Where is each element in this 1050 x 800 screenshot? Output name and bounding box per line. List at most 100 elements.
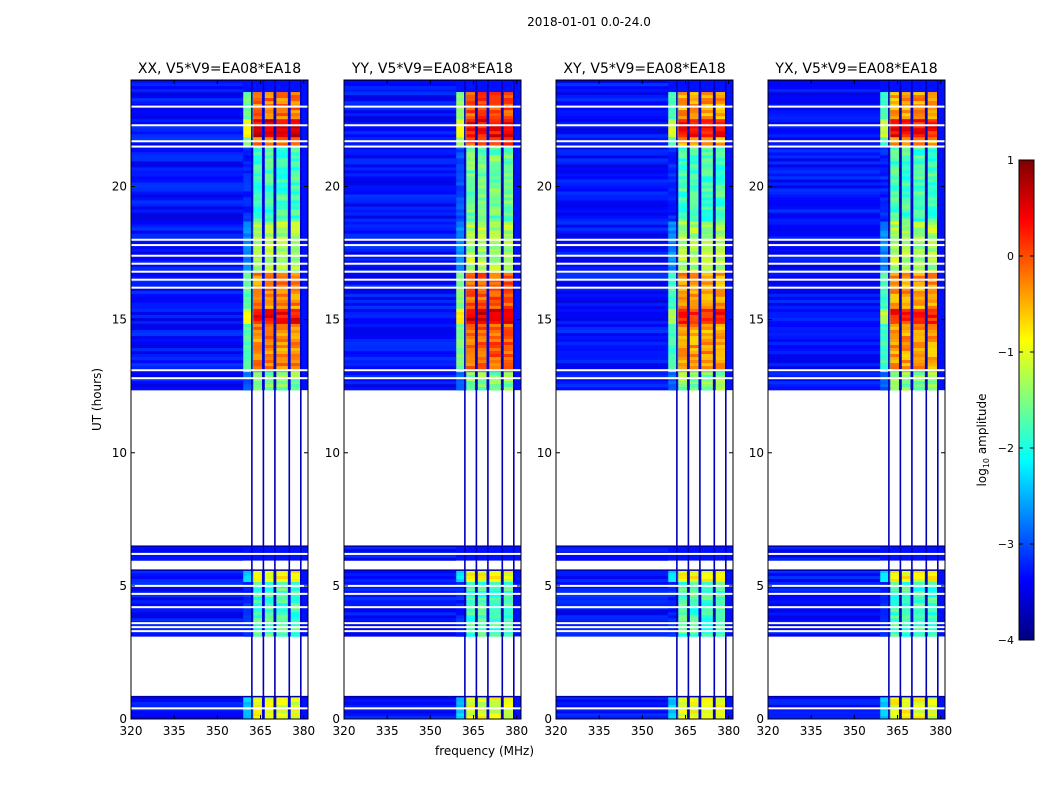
- channel-cell: [913, 134, 925, 138]
- channel-cell: [715, 603, 726, 607]
- heatmap-image: [344, 80, 521, 719]
- channel-cell: [701, 582, 713, 586]
- channel-cell: [701, 245, 713, 249]
- channel-cell: [466, 372, 475, 376]
- noise-row: [768, 227, 881, 231]
- channel-cell: [715, 266, 726, 271]
- channel-cell: [276, 185, 288, 189]
- channel-cell: [927, 257, 938, 261]
- noise-row: [768, 164, 881, 168]
- channel-cell: [689, 338, 699, 343]
- channel-cell: [927, 345, 938, 349]
- band-edge-cell: [668, 101, 679, 105]
- band-edge-cell: [880, 696, 891, 700]
- heatmap-image: [768, 80, 945, 719]
- channel-cell: [913, 128, 925, 132]
- band-edge-cell: [456, 588, 467, 592]
- channel-cell: [913, 375, 925, 379]
- band-edge-cell: [880, 98, 891, 102]
- channel-cell: [890, 149, 899, 153]
- channel-cell: [927, 275, 938, 280]
- channel-cell: [715, 314, 726, 319]
- channel-cell: [477, 332, 487, 337]
- noise-row: [556, 548, 669, 553]
- channel-cell: [901, 338, 911, 343]
- band-edge-cell: [456, 230, 467, 234]
- channel-cell: [503, 101, 514, 105]
- channel-cell: [689, 200, 699, 204]
- channel-cell: [927, 206, 938, 210]
- channel-cell: [466, 281, 475, 286]
- channel-cell: [701, 119, 713, 123]
- channel-cell: [701, 569, 713, 574]
- channel-cell: [913, 363, 925, 367]
- band-edge-cell: [243, 257, 254, 261]
- channel-cell: [503, 699, 514, 703]
- band-edge-cell: [880, 713, 891, 717]
- noise-row: [344, 131, 457, 135]
- channel-cell: [701, 572, 713, 577]
- channel-cell: [890, 572, 899, 577]
- channel-cell: [477, 588, 487, 592]
- noise-row: [556, 182, 669, 186]
- channel-cell: [466, 308, 475, 313]
- band-edge-cell: [668, 206, 679, 210]
- noise-row: [556, 95, 669, 99]
- channel-cell: [913, 627, 925, 631]
- channel-cell: [264, 372, 274, 376]
- channel-cell: [689, 227, 699, 231]
- channel-cell: [901, 296, 911, 301]
- channel-cell: [477, 624, 487, 628]
- channel-cell: [290, 101, 301, 105]
- channel-cell: [489, 149, 501, 153]
- channel-cell: [276, 338, 288, 343]
- channel-cell: [715, 713, 726, 717]
- noise-row: [556, 713, 669, 717]
- channel-cell: [678, 591, 687, 595]
- noise-row: [344, 345, 457, 349]
- channel-cell: [264, 152, 274, 156]
- noise-row: [131, 272, 244, 277]
- channel-cell: [701, 158, 713, 162]
- flagged-row: [556, 369, 733, 372]
- channel-cell: [290, 131, 301, 135]
- channel-cell: [253, 575, 262, 580]
- channel-cell: [290, 188, 301, 192]
- channel-cell: [689, 384, 699, 388]
- channel-cell: [901, 143, 911, 147]
- band-edge-cell: [668, 227, 679, 231]
- band-edge-cell: [880, 582, 891, 586]
- channel-cell: [290, 182, 301, 186]
- channel-cell: [701, 98, 713, 102]
- channel-cell: [715, 332, 726, 337]
- band-edge-cell: [880, 290, 891, 295]
- channel-cell: [678, 378, 687, 382]
- noise-row: [131, 311, 244, 316]
- channel-cell: [890, 227, 899, 231]
- channel-cell: [477, 381, 487, 385]
- channel-cell: [276, 209, 288, 213]
- channel-cell: [466, 702, 475, 706]
- noise-row: [344, 302, 457, 307]
- channel-cell: [901, 627, 911, 631]
- band-edge-cell: [668, 612, 679, 616]
- band-edge-cell: [668, 209, 679, 213]
- channel-cell: [264, 335, 274, 340]
- channel-cell: [253, 92, 262, 96]
- channel-cell: [701, 299, 713, 304]
- channel-cell: [689, 702, 699, 706]
- channel-cell: [689, 251, 699, 255]
- block-edge: [768, 545, 945, 547]
- channel-cell: [927, 378, 938, 382]
- channel-cell: [477, 627, 487, 631]
- flagged-row: [344, 622, 521, 625]
- channel-cell: [701, 116, 713, 120]
- band-edge-cell: [880, 185, 891, 189]
- channel-cell: [489, 378, 501, 382]
- channel-cell: [901, 335, 911, 340]
- noise-row: [768, 554, 881, 558]
- band-edge-cell: [880, 257, 891, 261]
- channel-cell: [890, 164, 899, 168]
- noise-row: [556, 384, 669, 388]
- channel-cell: [913, 218, 925, 222]
